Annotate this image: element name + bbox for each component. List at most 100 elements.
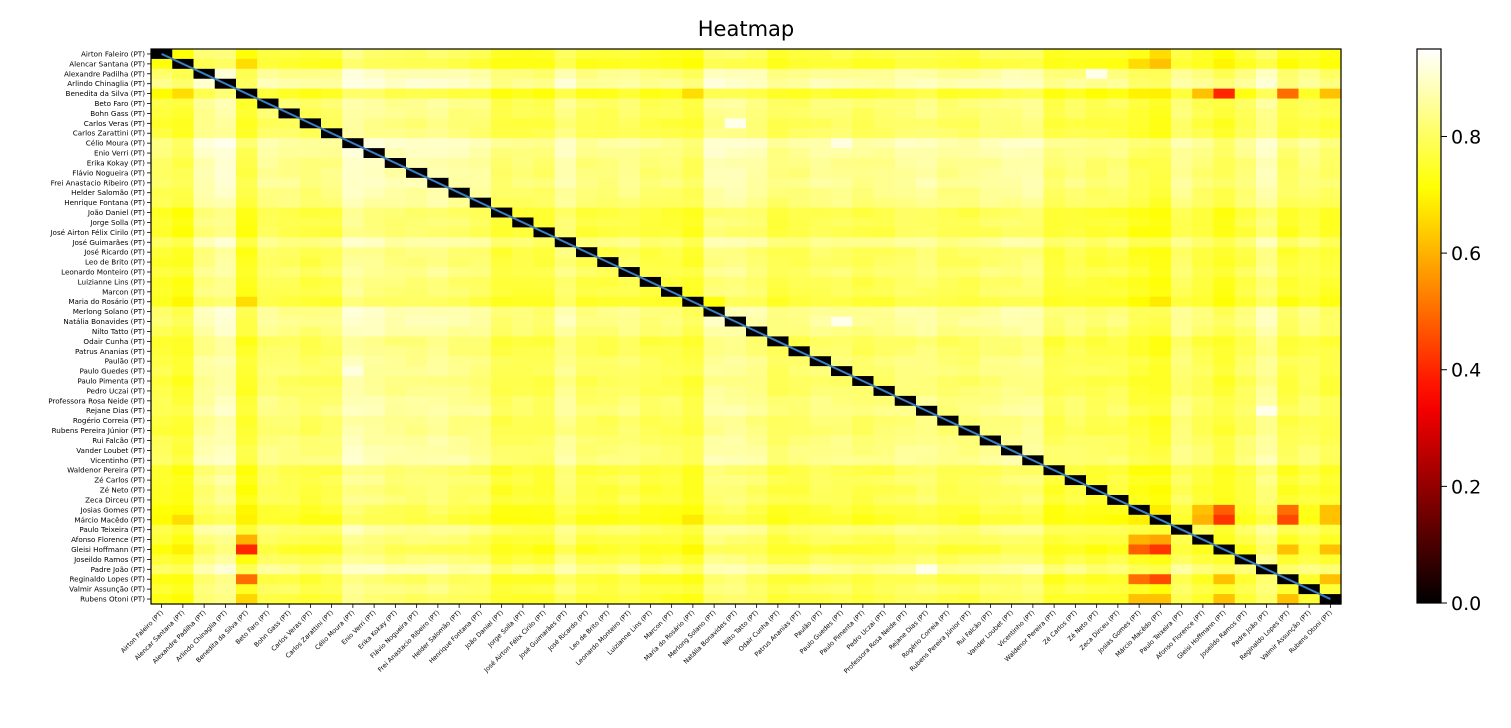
- heatmap-cell: [1128, 276, 1151, 288]
- heatmap-cell: [703, 544, 726, 556]
- heatmap-cell: [363, 207, 386, 219]
- heatmap-cell: [512, 237, 535, 248]
- heatmap-cell: [703, 286, 726, 298]
- heatmap-cell: [937, 217, 960, 228]
- heatmap-cell: [979, 445, 1002, 456]
- heatmap-cell: [363, 247, 386, 258]
- heatmap-cell: [576, 376, 598, 387]
- heatmap-cell: [1234, 68, 1257, 80]
- heatmap-cell: [809, 455, 832, 466]
- heatmap-cell: [979, 217, 1002, 228]
- heatmap-cell: [1043, 128, 1066, 139]
- heatmap-cell: [894, 78, 917, 90]
- heatmap-cell: [788, 385, 811, 397]
- heatmap-cell: [363, 58, 386, 70]
- heatmap-cell: [1022, 197, 1045, 209]
- heatmap-cell: [852, 227, 875, 238]
- heatmap-cell: [958, 167, 981, 179]
- heatmap-cell: [193, 167, 216, 179]
- heatmap-cell: [703, 88, 726, 100]
- heatmap-cell: [512, 296, 535, 308]
- heatmap-cell: [363, 504, 386, 516]
- heatmap-cell: [512, 247, 535, 258]
- heatmap-cell: [916, 128, 938, 139]
- heatmap-cell: [172, 187, 195, 199]
- heatmap-cell: [278, 267, 301, 278]
- heatmap-cell: [1319, 58, 1342, 70]
- heatmap-cell: [894, 366, 917, 377]
- heatmap-cell: [1149, 336, 1172, 347]
- heatmap-cell: [342, 98, 365, 110]
- heatmap-cell: [979, 415, 1002, 427]
- heatmap-cell: [554, 217, 577, 228]
- heatmap-cell: [831, 276, 853, 288]
- heatmap-cell: [278, 534, 301, 546]
- heatmap-cell: [1277, 336, 1300, 347]
- heatmap-cell: [1022, 227, 1045, 238]
- heatmap-cell: [746, 554, 768, 565]
- heatmap-cell: [342, 316, 365, 328]
- heatmap-cell: [979, 88, 1002, 100]
- heatmap-cell: [937, 485, 960, 496]
- heatmap-cell: [746, 504, 768, 516]
- heatmap-cell: [278, 485, 301, 496]
- heatmap-cell: [576, 88, 598, 100]
- heatmap-cell: [831, 148, 853, 159]
- heatmap-cell: [1086, 544, 1108, 556]
- heatmap-cell: [724, 326, 747, 338]
- heatmap-cell: [299, 475, 322, 486]
- heatmap-cell: [1064, 88, 1087, 100]
- heatmap-cell: [1277, 257, 1300, 268]
- heatmap-cell: [1001, 544, 1023, 556]
- heatmap-cell: [151, 68, 173, 80]
- heatmap-cell: [937, 158, 960, 169]
- heatmap-cell: [979, 376, 1002, 387]
- heatmap-cell: [1022, 58, 1045, 70]
- heatmap-cell: [852, 68, 875, 80]
- heatmap-cell: [1171, 425, 1193, 437]
- heatmap-cell: [937, 88, 960, 100]
- heatmap-cell: [958, 485, 981, 496]
- heatmap-cell: [746, 356, 768, 367]
- heatmap-cell: [299, 435, 322, 447]
- heatmap-cell: [491, 276, 513, 288]
- heatmap-cell: [1043, 227, 1066, 238]
- heatmap-cell: [576, 445, 598, 456]
- heatmap-cell: [1171, 128, 1193, 139]
- heatmap-cell: [597, 366, 620, 377]
- heatmap-cell: [1001, 88, 1023, 100]
- heatmap-cell: [682, 187, 705, 199]
- heatmap-cell: [1064, 445, 1087, 456]
- heatmap-cell: [831, 306, 853, 318]
- heatmap-cell: [1319, 88, 1342, 100]
- heatmap-cell: [321, 395, 343, 407]
- heatmap-cell: [1043, 584, 1066, 595]
- heatmap-cell: [894, 49, 917, 60]
- heatmap-cell: [618, 425, 641, 437]
- heatmap-cell: [767, 148, 790, 159]
- heatmap-cell: [831, 504, 853, 516]
- heatmap-cell: [172, 544, 195, 556]
- heatmap-cell: [1107, 465, 1130, 476]
- heatmap-cell: [299, 267, 322, 278]
- heatmap-cell: [724, 247, 747, 258]
- heatmap-cell: [236, 494, 258, 506]
- heatmap-cell: [661, 534, 683, 546]
- heatmap-cell: [321, 88, 343, 100]
- heatmap-cell: [852, 594, 875, 605]
- heatmap-cell: [1277, 128, 1300, 139]
- heatmap-cell: [172, 524, 195, 536]
- heatmap-cell: [278, 544, 301, 556]
- heatmap-cell: [937, 296, 960, 308]
- heatmap-cell: [852, 276, 875, 288]
- heatmap-cell: [533, 366, 556, 377]
- heatmap-cell: [491, 227, 513, 238]
- heatmap-cell: [1107, 158, 1130, 169]
- heatmap-cell: [682, 485, 705, 496]
- heatmap-cell: [831, 544, 853, 556]
- heatmap-cell: [639, 128, 662, 139]
- heatmap-cell: [1107, 445, 1130, 456]
- heatmap-cell: [236, 276, 258, 288]
- heatmap-cell: [1277, 465, 1300, 476]
- heatmap-cell: [873, 138, 896, 149]
